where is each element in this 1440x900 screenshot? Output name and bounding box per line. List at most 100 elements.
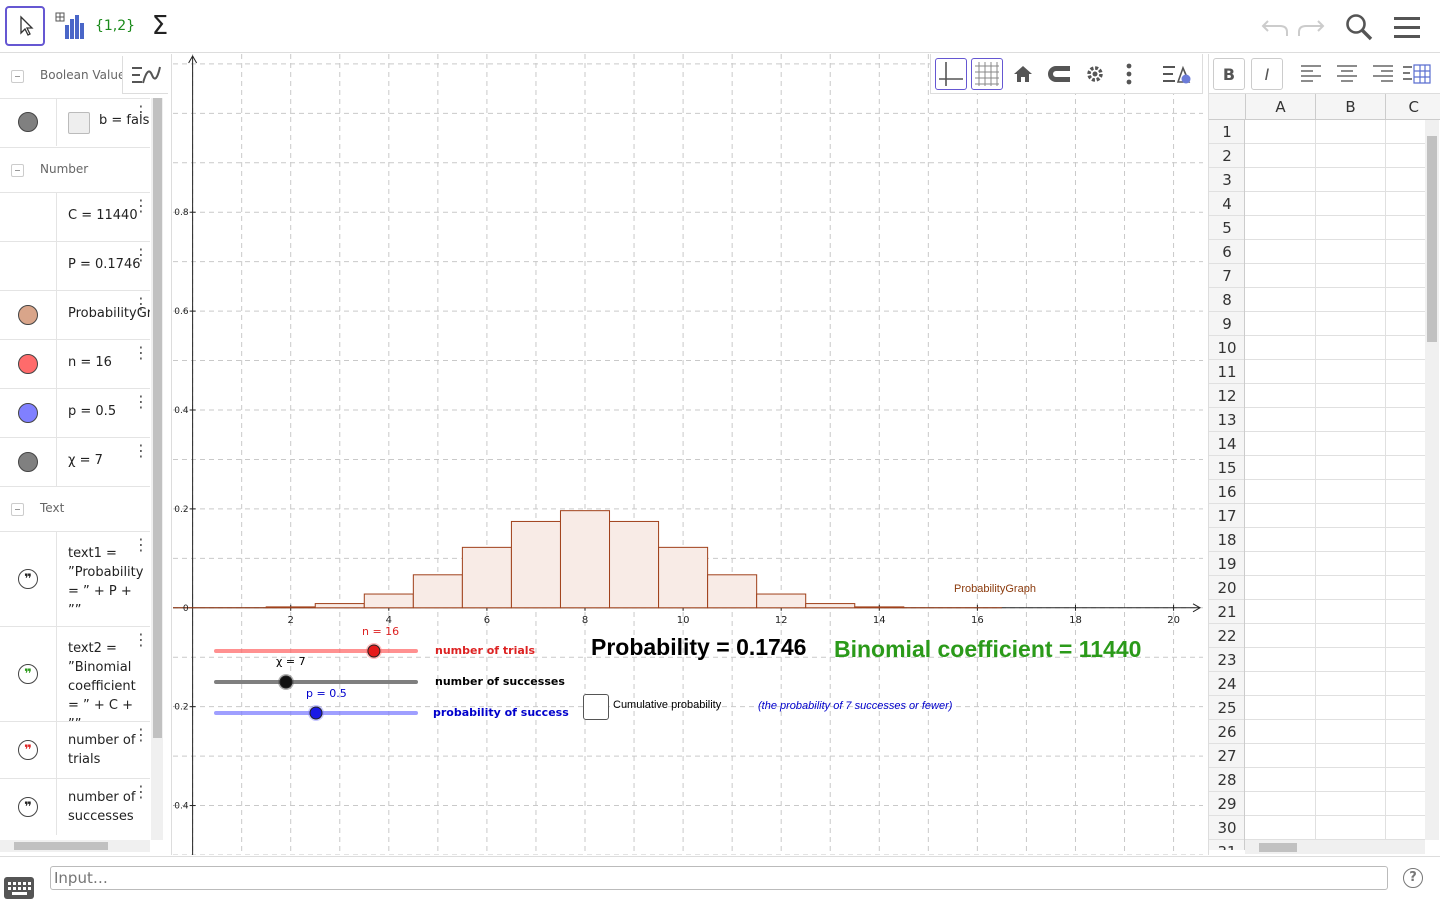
- row-header-cell[interactable]: 15: [1209, 456, 1244, 480]
- spreadsheet-row[interactable]: [1245, 288, 1425, 312]
- slider-n-knob[interactable]: [367, 644, 381, 658]
- group-text[interactable]: Text: [0, 486, 150, 532]
- row-header-cell[interactable]: 30: [1209, 816, 1244, 840]
- collapse-icon[interactable]: [11, 503, 24, 516]
- slider-p-knob[interactable]: [309, 706, 323, 720]
- probability-tool-button[interactable]: [50, 6, 90, 46]
- spreadsheet-row[interactable]: [1245, 192, 1425, 216]
- visibility-marble-icon[interactable]: [18, 403, 38, 423]
- list-tool-button[interactable]: {1,2}: [95, 6, 135, 46]
- point-capturing-button[interactable]: [1043, 58, 1075, 90]
- graphics-settings-button[interactable]: [1079, 58, 1111, 90]
- row-header-cell[interactable]: 13: [1209, 408, 1244, 432]
- spreadsheet-row[interactable]: [1245, 720, 1425, 744]
- spreadsheet-row[interactable]: [1245, 336, 1425, 360]
- visibility-marble-icon[interactable]: [18, 305, 38, 325]
- spreadsheet-row[interactable]: [1245, 504, 1425, 528]
- spreadsheet-row[interactable]: [1245, 528, 1425, 552]
- algebra-item-p[interactable]: p = 0.5 ⋮: [0, 388, 150, 437]
- row-header-cell[interactable]: 14: [1209, 432, 1244, 456]
- toggle-grid-button[interactable]: [971, 58, 1003, 90]
- keyboard-button[interactable]: [4, 877, 34, 899]
- spreadsheet-row[interactable]: [1245, 240, 1425, 264]
- spreadsheet-row[interactable]: [1245, 552, 1425, 576]
- standard-view-button[interactable]: [1007, 58, 1039, 90]
- row-header-cell[interactable]: 21: [1209, 600, 1244, 624]
- binomial-coefficient-text[interactable]: Binomial coefficient = 11440: [834, 636, 1142, 662]
- row-header-cell[interactable]: 18: [1209, 528, 1244, 552]
- row-header-cell[interactable]: 5: [1209, 216, 1244, 240]
- row-header-cell[interactable]: 24: [1209, 672, 1244, 696]
- cumulative-probability-label[interactable]: Cumulative probability: [613, 699, 722, 711]
- slider-x-knob[interactable]: [279, 675, 293, 689]
- collapse-icon[interactable]: [11, 70, 24, 83]
- toggle-axes-button[interactable]: [935, 58, 967, 90]
- spreadsheet-row[interactable]: [1245, 576, 1425, 600]
- spreadsheet-row[interactable]: [1245, 408, 1425, 432]
- spreadsheet-cells[interactable]: [1245, 120, 1425, 850]
- visibility-marble-icon[interactable]: [18, 354, 38, 374]
- row-header-cell[interactable]: 12: [1209, 384, 1244, 408]
- algebra-item-C[interactable]: C = 11440 ⋮: [0, 192, 150, 241]
- spreadsheet-row[interactable]: [1245, 624, 1425, 648]
- align-center-button[interactable]: [1331, 58, 1363, 90]
- group-number[interactable]: Number: [0, 147, 150, 193]
- column-header-c[interactable]: C: [1385, 94, 1440, 120]
- spreadsheet-row[interactable]: [1245, 360, 1425, 384]
- visibility-marble-icon[interactable]: [18, 452, 38, 472]
- collapse-icon[interactable]: [11, 164, 24, 177]
- quote-icon[interactable]: ❞: [18, 569, 38, 589]
- italic-button[interactable]: I: [1251, 58, 1283, 90]
- row-header-cell[interactable]: 26: [1209, 720, 1244, 744]
- row-header-cell[interactable]: 28: [1209, 768, 1244, 792]
- row-header-cell[interactable]: 4: [1209, 192, 1244, 216]
- row-header-cell[interactable]: 3: [1209, 168, 1244, 192]
- scrollbar-thumb[interactable]: [1259, 843, 1297, 852]
- spreadsheet-row[interactable]: [1245, 816, 1425, 840]
- undo-button[interactable]: [1258, 10, 1292, 44]
- algebra-item-text1[interactable]: ❞ text1 = ”Probability = ” + P + ”” ⋮: [0, 531, 150, 626]
- row-header-cell[interactable]: 16: [1209, 480, 1244, 504]
- algebra-item-x[interactable]: χ = 7 ⋮: [0, 437, 150, 486]
- column-header-b[interactable]: B: [1315, 94, 1385, 120]
- more-options-icon[interactable]: ⋮: [133, 725, 149, 744]
- group-boolean-value[interactable]: Boolean Value: [0, 54, 150, 100]
- algebra-item-P[interactable]: P = 0.1746 ⋮: [0, 241, 150, 290]
- spreadsheet-row[interactable]: [1245, 456, 1425, 480]
- row-header-cell[interactable]: 23: [1209, 648, 1244, 672]
- spreadsheet-row[interactable]: [1245, 384, 1425, 408]
- align-right-button[interactable]: [1367, 58, 1399, 90]
- row-header-cell[interactable]: 1: [1209, 120, 1244, 144]
- graphics-view[interactable]: 2 4 6 8 10 12 14 16 18 20 −0.4 −0.2 0 0.2 0.4 0.6 0.8 Pr…: [173, 54, 1203, 855]
- row-header-cell[interactable]: 19: [1209, 552, 1244, 576]
- row-header-cell[interactable]: 10: [1209, 336, 1244, 360]
- more-options-icon[interactable]: ⋮: [133, 245, 149, 264]
- scrollbar-thumb[interactable]: [153, 98, 162, 738]
- bold-button[interactable]: B: [1213, 58, 1245, 90]
- align-left-button[interactable]: [1295, 58, 1327, 90]
- corner-cell[interactable]: [1209, 94, 1245, 120]
- sum-tool-button[interactable]: Σ: [140, 6, 180, 46]
- spreadsheet-row[interactable]: [1245, 600, 1425, 624]
- spreadsheet-row[interactable]: [1245, 120, 1425, 144]
- cumulative-note-text[interactable]: (the probability of 7 successes or fewer…: [758, 700, 953, 712]
- spreadsheet-row[interactable]: [1245, 672, 1425, 696]
- graph-canvas[interactable]: 2 4 6 8 10 12 14 16 18 20 −0.4 −0.2 0 0.2 0.4 0.6 0.8: [173, 54, 1203, 855]
- algebra-item-text2[interactable]: ❞ text2 = ”Binomial coefficient = ” + C …: [0, 626, 150, 721]
- row-header-cell[interactable]: 29: [1209, 792, 1244, 816]
- algebra-input-field[interactable]: [50, 866, 1388, 890]
- spreadsheet-row[interactable]: [1245, 264, 1425, 288]
- algebra-item-probability-graph[interactable]: ProbabilityGraph ⋮: [0, 290, 150, 339]
- spreadsheet-row[interactable]: [1245, 792, 1425, 816]
- row-header-cell[interactable]: 8: [1209, 288, 1244, 312]
- more-options-icon[interactable]: ⋮: [133, 392, 149, 411]
- search-button[interactable]: [1342, 10, 1376, 44]
- spreadsheet-row[interactable]: [1245, 648, 1425, 672]
- spreadsheet-row[interactable]: [1245, 312, 1425, 336]
- main-menu-button[interactable]: [1390, 10, 1424, 44]
- algebra-vertical-scrollbar[interactable]: [151, 98, 163, 840]
- spreadsheet-row[interactable]: [1245, 744, 1425, 768]
- quote-icon[interactable]: ❞: [18, 664, 38, 684]
- visibility-marble-icon[interactable]: [18, 112, 38, 132]
- checkbox-b[interactable]: [68, 112, 90, 134]
